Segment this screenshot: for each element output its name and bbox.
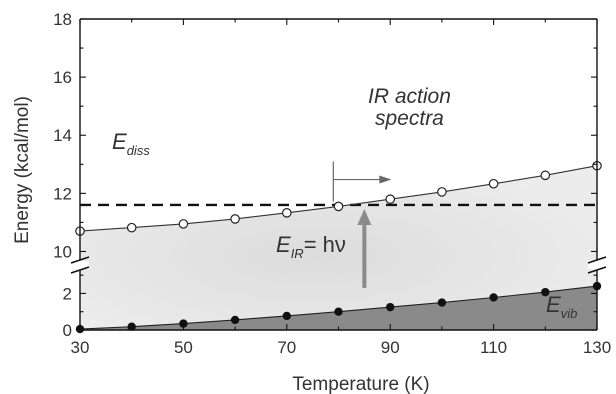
- y-axis-label: Energy (kcal/mol): [12, 96, 33, 244]
- svg-text:Ediss: Ediss: [112, 129, 150, 158]
- x-axis-label: Temperature (K): [292, 374, 429, 394]
- y-tick-label: 18: [53, 10, 72, 29]
- action-spectra-marker: [333, 162, 391, 202]
- x-tick-label: 70: [277, 338, 296, 357]
- x-tick-label: 50: [174, 338, 193, 357]
- lower-point: [489, 293, 497, 301]
- y-tick-label: 12: [53, 184, 72, 203]
- lower-point: [386, 303, 394, 311]
- y-tick-label: 10: [53, 242, 72, 261]
- upper-point: [231, 215, 239, 223]
- x-tick-label: 90: [381, 338, 400, 357]
- upper-point: [334, 202, 342, 210]
- y-tick-label: 0: [63, 321, 72, 340]
- ir-action-label-line1: IR action: [368, 85, 451, 108]
- y-tick-label: 14: [53, 126, 72, 145]
- lower-point: [438, 298, 446, 306]
- svg-text:EIR= hν: EIR= hν: [276, 232, 346, 261]
- y-tick-label: 2: [63, 284, 72, 303]
- x-tick-label: 30: [71, 338, 90, 357]
- upper-point: [283, 209, 291, 217]
- upper-point: [489, 180, 497, 188]
- diss-label: Ediss: [112, 129, 150, 158]
- y-tick-label: 16: [53, 68, 72, 87]
- upper-point: [179, 220, 187, 228]
- upper-point: [438, 188, 446, 196]
- x-tick-label: 130: [583, 338, 611, 357]
- lower-point: [283, 312, 291, 320]
- lower-point: [231, 316, 239, 324]
- upper-point: [128, 223, 136, 231]
- x-tick-label: 110: [480, 338, 507, 357]
- ir-action-label-line2: spectra: [375, 107, 444, 130]
- upper-point: [541, 171, 549, 179]
- lower-point: [334, 308, 342, 316]
- upper-point: [386, 195, 394, 203]
- ir-energy-label: EIR= hν: [276, 232, 346, 261]
